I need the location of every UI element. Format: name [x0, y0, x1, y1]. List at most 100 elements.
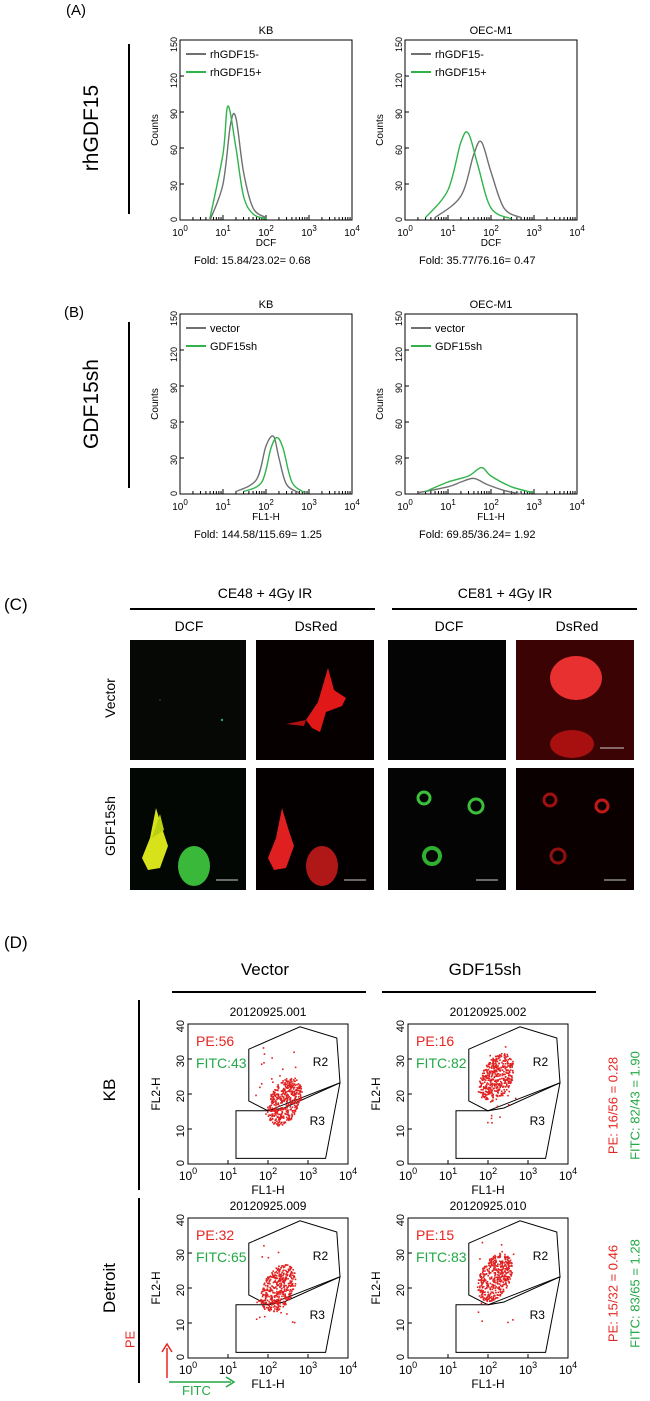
y-tick-label: 40	[395, 1020, 407, 1032]
event-dot	[288, 1284, 290, 1287]
event-dot	[494, 1066, 497, 1069]
event-dot	[499, 1277, 501, 1280]
event-dot	[272, 1303, 275, 1306]
event-dot	[481, 1095, 484, 1097]
pe-count: PE:56	[196, 1033, 234, 1049]
event-dot	[273, 1295, 276, 1298]
event-dot	[269, 1290, 272, 1293]
event-dot	[281, 1295, 283, 1298]
event-dot	[291, 1080, 293, 1083]
event-dot	[261, 1256, 264, 1258]
event-dot	[266, 1111, 269, 1113]
event-dot	[282, 1099, 284, 1102]
event-dot	[490, 1066, 493, 1069]
gate-label-r2: R2	[313, 1055, 329, 1069]
plot-title: KB	[259, 25, 274, 37]
event-dot	[261, 1299, 263, 1302]
event-dot	[498, 1069, 501, 1072]
x-tick-label: 102	[259, 1166, 277, 1183]
event-dot	[508, 1057, 511, 1060]
event-dot	[280, 1282, 282, 1285]
channel-label-dcf-2: DCF	[434, 618, 464, 634]
event-dot	[500, 1244, 503, 1246]
column-label-vector: Vector	[240, 960, 290, 979]
event-dot	[287, 1270, 289, 1273]
event-dot	[275, 1110, 277, 1113]
event-dot	[284, 1279, 287, 1282]
event-dot	[266, 1282, 269, 1285]
event-dot	[284, 1263, 287, 1266]
event-dot	[277, 1284, 279, 1287]
event-dot	[497, 1068, 499, 1070]
event-dot	[500, 1052, 503, 1055]
event-dot	[482, 1291, 485, 1294]
y-tick-label: 60	[169, 145, 179, 155]
event-dot	[292, 1088, 295, 1090]
event-dot	[281, 1111, 284, 1114]
event-dot	[479, 1273, 482, 1275]
event-dot	[480, 1088, 483, 1091]
x-tick-label: 104	[559, 1166, 577, 1183]
event-dot	[277, 1121, 279, 1124]
event-dot	[261, 1305, 264, 1307]
event-dot	[505, 1088, 508, 1091]
event-dot	[510, 1264, 513, 1267]
event-dot	[482, 1077, 484, 1080]
event-dot	[281, 1124, 284, 1126]
event-dot	[283, 1117, 285, 1119]
event-dot	[501, 1094, 503, 1096]
event-dot	[487, 1121, 489, 1124]
event-dot	[507, 1268, 509, 1271]
plot-frame	[404, 39, 578, 221]
event-dot	[284, 1107, 286, 1110]
event-dot	[276, 1112, 279, 1114]
dotplot-title: 20120925.010	[450, 1199, 527, 1213]
event-dot	[289, 1100, 292, 1102]
event-dot	[493, 1071, 496, 1074]
event-dot	[290, 1088, 292, 1090]
event-dot	[492, 1257, 494, 1259]
event-dot	[493, 1278, 496, 1281]
event-dot	[508, 1070, 511, 1073]
event-dot	[279, 1286, 281, 1288]
pe-count: PE:16	[416, 1033, 454, 1049]
x-tick-exponent: 4	[580, 498, 585, 507]
event-dot	[497, 1073, 500, 1075]
x-tick-label: 100	[397, 498, 413, 513]
pe-count: PE:32	[196, 1227, 234, 1243]
event-dot	[494, 1276, 496, 1279]
event-dot	[289, 1088, 291, 1091]
event-dot	[288, 1116, 290, 1118]
x-axis-label: FL1-H	[471, 1377, 504, 1391]
event-dot	[486, 1070, 488, 1073]
event-dot	[284, 1277, 286, 1280]
event-dot	[285, 1273, 288, 1275]
event-dot	[275, 1089, 277, 1091]
event-dot	[271, 1110, 273, 1113]
event-dot	[299, 1087, 302, 1089]
event-dot	[281, 1265, 284, 1267]
event-dot	[492, 1063, 495, 1065]
event-dot	[277, 1292, 279, 1295]
event-dot	[507, 1278, 510, 1281]
event-dot	[500, 1054, 502, 1057]
y-tick-label: 0	[395, 1160, 407, 1166]
event-dot	[275, 1274, 278, 1277]
x-tick-exponent: 1	[226, 224, 231, 233]
event-dot	[284, 1097, 287, 1100]
event-dot	[490, 1259, 493, 1262]
event-dot	[289, 1290, 291, 1293]
event-dot	[289, 1078, 292, 1081]
event-dot	[286, 1087, 289, 1090]
column-line-vector	[172, 991, 366, 993]
event-dot	[484, 1265, 487, 1268]
pe-arrow-label: PE	[122, 1330, 138, 1349]
event-dot	[296, 1083, 298, 1086]
y-tick-label: 120	[394, 347, 404, 362]
event-dot	[279, 1293, 281, 1295]
event-dot	[278, 1277, 281, 1280]
event-dot	[274, 1308, 276, 1310]
event-dot	[480, 1091, 482, 1094]
event-dot	[272, 1270, 275, 1273]
event-dot	[509, 1080, 511, 1083]
